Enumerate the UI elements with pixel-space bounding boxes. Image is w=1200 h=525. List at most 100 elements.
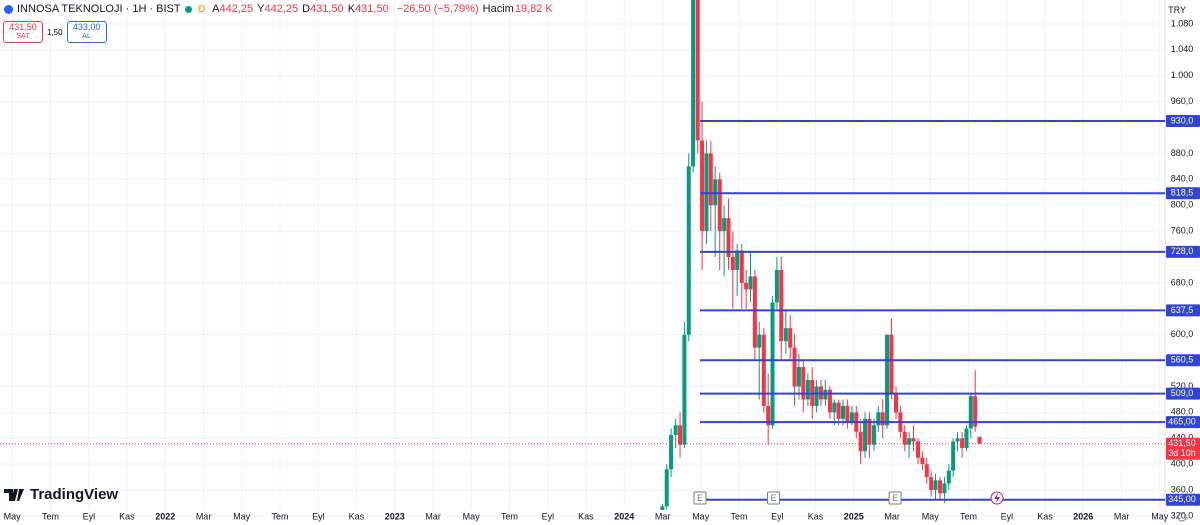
y-tick-label: 360,0 bbox=[1171, 484, 1194, 494]
x-tick-label: May bbox=[233, 511, 251, 521]
candle-body bbox=[920, 457, 925, 465]
candle-body bbox=[907, 438, 912, 445]
last-price-box bbox=[1166, 437, 1200, 460]
y-tick-label: 680,0 bbox=[1171, 277, 1194, 287]
candle-body bbox=[827, 389, 832, 413]
ohlc-value: 431,50 bbox=[310, 3, 344, 15]
level-label-box bbox=[1166, 354, 1200, 367]
level-label-box bbox=[1166, 387, 1200, 400]
x-tick-label: May bbox=[4, 511, 22, 521]
x-tick-label: Tem bbox=[960, 511, 977, 521]
candle-body bbox=[960, 438, 965, 448]
candle-body bbox=[669, 435, 674, 470]
y-tick-label: 320,0 bbox=[1171, 510, 1194, 520]
candle-body bbox=[695, 0, 700, 141]
settings-icon bbox=[1177, 512, 1187, 522]
volume: 19,82 K bbox=[514, 3, 553, 15]
candle-body bbox=[691, 0, 696, 167]
x-tick-label: Kas bbox=[1037, 511, 1053, 521]
currency[interactable]: TRY bbox=[1168, 5, 1186, 15]
candle-body bbox=[977, 436, 982, 444]
x-tick-label: Kas bbox=[578, 511, 594, 521]
level-label: 930,0 bbox=[1171, 115, 1194, 125]
ohlc: A442,25 Y442,25 D431,50 K431,50 bbox=[212, 3, 393, 15]
candle-body bbox=[938, 480, 943, 494]
candle-body bbox=[894, 392, 899, 413]
candle-body bbox=[924, 464, 929, 478]
candle-body bbox=[942, 483, 947, 494]
trade-panel: 431,50 SAT 1,50 433,00 AL bbox=[3, 21, 107, 43]
candle-body bbox=[845, 405, 850, 423]
candle-body bbox=[730, 256, 735, 270]
dividend-bolt bbox=[994, 493, 1000, 503]
x-tick-label: 2023 bbox=[385, 511, 405, 521]
y-tick-label: 840,0 bbox=[1171, 174, 1194, 184]
level-label: 728,0 bbox=[1171, 246, 1194, 256]
candle-body bbox=[902, 431, 907, 445]
candle-body bbox=[792, 347, 797, 387]
sell-label: SAT bbox=[16, 33, 30, 40]
x-tick-label: Kas bbox=[119, 511, 135, 521]
candle-body bbox=[832, 402, 837, 413]
level-label-box bbox=[1166, 304, 1200, 317]
candle-body bbox=[673, 425, 678, 436]
sell-button[interactable]: 431,50 SAT bbox=[3, 21, 43, 43]
x-tick-label: Eyl bbox=[542, 511, 555, 521]
y-tick-label: 760,0 bbox=[1171, 225, 1194, 235]
x-tick-label: Eyl bbox=[1001, 511, 1014, 521]
candle-body bbox=[722, 218, 727, 232]
y-tick-label: 1.000 bbox=[1171, 70, 1194, 80]
x-tick-label: May bbox=[922, 511, 940, 521]
candle-body bbox=[889, 334, 894, 393]
candle-body bbox=[770, 302, 775, 426]
candle-body bbox=[774, 269, 779, 303]
candle-body bbox=[726, 218, 731, 257]
candle-body bbox=[678, 425, 683, 445]
level-label-box bbox=[1166, 416, 1200, 429]
x-tick-label: Eyl bbox=[771, 511, 784, 521]
level-label: 465,00 bbox=[1168, 416, 1196, 426]
ohlc-value: 442,25 bbox=[264, 3, 299, 15]
level-label-box bbox=[1166, 245, 1200, 258]
x-tick-label: 2026 bbox=[1073, 511, 1093, 521]
logo: TradingView bbox=[4, 486, 118, 503]
level-label-box bbox=[1166, 187, 1200, 200]
level-label: 509,0 bbox=[1171, 388, 1194, 398]
buy-button[interactable]: 433,00 AL bbox=[66, 21, 107, 43]
spread: 1,50 bbox=[47, 27, 63, 37]
symbol: INNOSA TEKNOLOJI · 1H · BIST bbox=[17, 3, 181, 15]
x-tick-label: Mar bbox=[196, 511, 212, 521]
x-tick-label: Eyl bbox=[83, 511, 96, 521]
ohlc-key: K bbox=[347, 3, 356, 15]
symbol-icon bbox=[4, 4, 13, 14]
candle-body bbox=[682, 334, 687, 445]
x-tick-label: 2024 bbox=[614, 511, 634, 521]
candle-body bbox=[964, 428, 969, 448]
candle-body bbox=[885, 334, 890, 426]
candle-body bbox=[686, 166, 691, 335]
event-label: E bbox=[697, 493, 703, 503]
candle-body bbox=[863, 418, 868, 452]
event-marker bbox=[693, 491, 707, 505]
candle-body bbox=[836, 402, 841, 419]
event-label: E bbox=[892, 493, 898, 503]
candle-body bbox=[717, 179, 722, 232]
candle-body bbox=[788, 328, 793, 348]
candle-body bbox=[933, 480, 938, 491]
candle-body bbox=[739, 250, 744, 283]
y-tick-label: 1.040 bbox=[1171, 44, 1194, 54]
y-tick-label: 520,0 bbox=[1171, 381, 1194, 391]
candle-body bbox=[858, 431, 863, 452]
level-label: 818,5 bbox=[1171, 188, 1194, 198]
candle-body bbox=[876, 412, 881, 426]
candle-body bbox=[916, 441, 921, 458]
candle-body bbox=[744, 282, 749, 290]
buy-price: 433,00 bbox=[72, 22, 101, 32]
candle-body bbox=[779, 269, 784, 342]
candle-body bbox=[871, 425, 876, 445]
x-tick-label: 2022 bbox=[155, 511, 175, 521]
candle-body bbox=[660, 506, 665, 510]
change: −26,50 (−5,79%) bbox=[396, 3, 479, 15]
y-tick-label: 400,0 bbox=[1171, 459, 1194, 469]
ohlc-value: 442,25 bbox=[219, 3, 254, 15]
